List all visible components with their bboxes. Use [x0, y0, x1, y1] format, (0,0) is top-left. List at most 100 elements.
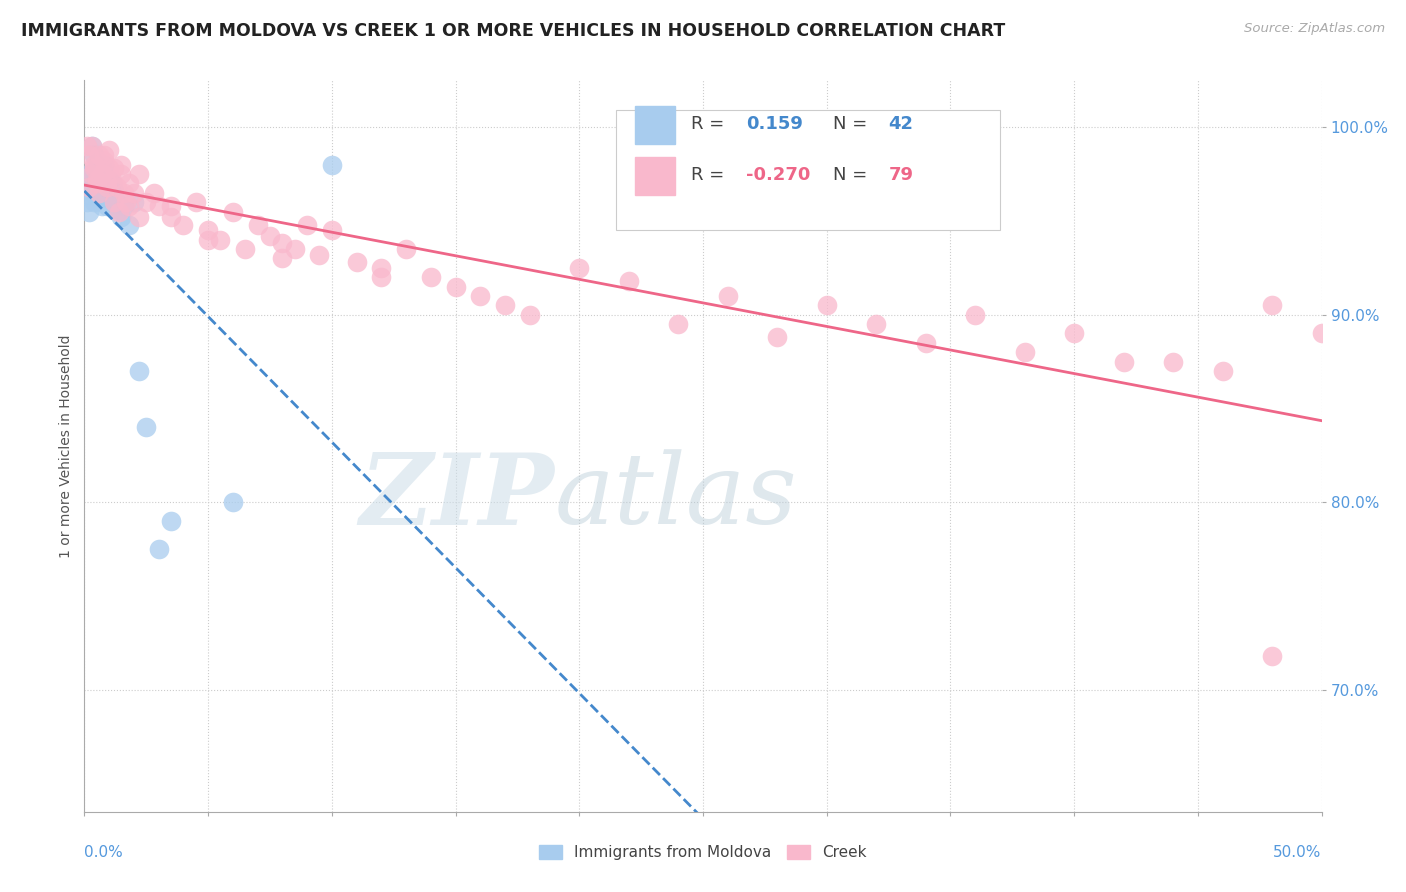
Point — [86, 161, 108, 176]
Point — [80, 167, 103, 181]
Point — [259, 229, 281, 244]
Point — [568, 260, 591, 275]
Point — [86, 172, 108, 186]
Point — [1063, 326, 1085, 341]
Point — [815, 298, 838, 312]
Point — [79, 180, 101, 194]
Point — [103, 184, 125, 198]
Point — [98, 161, 121, 176]
Text: R =: R = — [690, 115, 730, 133]
Point — [160, 514, 183, 528]
Point — [1112, 354, 1135, 368]
Point — [118, 177, 141, 191]
Point — [1261, 298, 1284, 312]
Point — [108, 204, 131, 219]
Point — [197, 223, 219, 237]
Point — [98, 180, 121, 194]
Point — [914, 335, 936, 350]
Text: 50.0%: 50.0% — [1274, 845, 1322, 860]
Point — [93, 153, 115, 168]
Point — [90, 167, 112, 181]
Point — [1310, 326, 1333, 341]
Point — [93, 158, 115, 172]
Point — [89, 172, 111, 186]
Point — [98, 143, 121, 157]
Point — [184, 195, 207, 210]
Point — [128, 167, 150, 181]
Point — [100, 177, 122, 191]
Point — [80, 139, 103, 153]
Text: ZIP: ZIP — [360, 449, 554, 545]
FancyBboxPatch shape — [636, 157, 675, 195]
Y-axis label: 1 or more Vehicles in Household: 1 or more Vehicles in Household — [59, 334, 73, 558]
Text: N =: N = — [832, 115, 873, 133]
Point — [96, 180, 118, 194]
Point — [865, 317, 887, 331]
Point — [90, 199, 112, 213]
Point — [89, 186, 111, 200]
Point — [470, 289, 492, 303]
Text: 42: 42 — [889, 115, 914, 133]
Point — [395, 242, 418, 256]
Point — [83, 148, 105, 162]
Point — [79, 204, 101, 219]
Point — [118, 199, 141, 213]
Point — [110, 158, 132, 172]
Point — [98, 172, 121, 186]
Point — [666, 317, 689, 331]
Point — [222, 204, 245, 219]
Point — [89, 148, 111, 162]
Point — [271, 236, 294, 251]
Text: 0.159: 0.159 — [747, 115, 803, 133]
Point — [308, 248, 330, 262]
Point — [115, 195, 138, 210]
Point — [717, 289, 740, 303]
Text: -0.270: -0.270 — [747, 167, 811, 185]
Point — [93, 187, 115, 202]
Text: N =: N = — [832, 167, 873, 185]
Text: IMMIGRANTS FROM MOLDOVA VS CREEK 1 OR MORE VEHICLES IN HOUSEHOLD CORRELATION CHA: IMMIGRANTS FROM MOLDOVA VS CREEK 1 OR MO… — [21, 22, 1005, 40]
Point — [80, 167, 103, 181]
Point — [128, 210, 150, 224]
Point — [103, 195, 125, 210]
Point — [110, 167, 132, 181]
Point — [222, 495, 245, 509]
Point — [135, 420, 157, 434]
Point — [172, 218, 194, 232]
Point — [76, 139, 98, 153]
Point — [86, 177, 108, 191]
Point — [1161, 354, 1184, 368]
FancyBboxPatch shape — [616, 110, 1000, 230]
Point — [86, 184, 108, 198]
Point — [80, 139, 103, 153]
Point — [142, 186, 165, 200]
Point — [246, 218, 269, 232]
Point — [519, 308, 541, 322]
Text: 79: 79 — [889, 167, 914, 185]
Point — [100, 172, 122, 186]
Text: Source: ZipAtlas.com: Source: ZipAtlas.com — [1244, 22, 1385, 36]
Point — [93, 148, 115, 162]
Point — [80, 186, 103, 200]
Point — [79, 148, 101, 162]
Point — [419, 270, 441, 285]
Point — [90, 167, 112, 181]
Point — [122, 195, 145, 210]
Point — [766, 330, 789, 344]
Point — [90, 177, 112, 191]
Point — [209, 233, 232, 247]
Point — [93, 189, 115, 203]
Point — [148, 199, 170, 213]
Point — [197, 233, 219, 247]
Point — [321, 158, 343, 172]
Point — [110, 210, 132, 224]
Point — [83, 161, 105, 176]
Point — [346, 255, 368, 269]
Point — [295, 218, 318, 232]
Point — [370, 270, 392, 285]
Point — [76, 187, 98, 202]
Point — [90, 180, 112, 194]
Point — [79, 177, 101, 191]
Text: 0.0%: 0.0% — [84, 845, 124, 860]
Point — [76, 195, 98, 210]
